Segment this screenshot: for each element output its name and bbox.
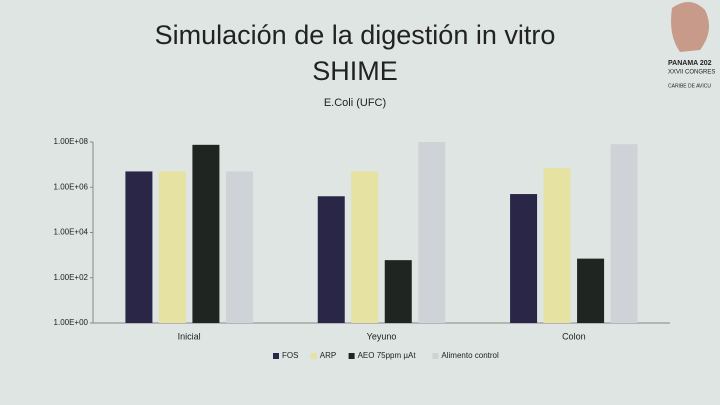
slide-title: Simulación de la digestión in vitro [155, 20, 556, 50]
bar [418, 142, 446, 323]
x-tick-label: Yeyuno [367, 331, 397, 341]
y-tick-label: 1.00E+00 [54, 318, 89, 327]
y-tick-label: 1.00E+02 [54, 273, 89, 282]
logo-shape [671, 1, 709, 52]
bar [610, 144, 638, 323]
logo-text: CARIBE DE AVICU [668, 83, 711, 89]
x-tick-label: Colon [562, 331, 586, 341]
y-tick-label: 1.00E+04 [54, 228, 89, 237]
bar [351, 171, 379, 323]
x-tick-label: Inicial [178, 331, 201, 341]
legend-swatch [348, 353, 355, 359]
slide-subtitle: SHIME [312, 56, 398, 86]
y-tick-label: 1.00E+08 [54, 137, 89, 146]
logo-text: XXVII CONGRES [668, 70, 715, 76]
y-tick-label: 1.00E+06 [54, 182, 89, 191]
chart-title: E.Coli (UFC) [324, 97, 386, 109]
bar [192, 144, 220, 323]
bar [510, 194, 538, 323]
bar [384, 260, 412, 323]
legend-swatch [273, 353, 279, 359]
bar [158, 171, 186, 323]
legend-label: Alimento control [441, 351, 499, 360]
legend-swatch [432, 353, 439, 359]
bar [225, 171, 253, 323]
bar [125, 171, 153, 323]
logo-text: PANAMA 202 [668, 60, 712, 67]
legend-label: AEO 75ppm µAt [358, 351, 417, 360]
bar [543, 168, 571, 323]
bar [577, 258, 605, 323]
legend-label: FOS [282, 351, 298, 360]
legend-swatch [310, 353, 317, 359]
bar [317, 196, 345, 323]
legend-label: ARP [320, 351, 336, 360]
